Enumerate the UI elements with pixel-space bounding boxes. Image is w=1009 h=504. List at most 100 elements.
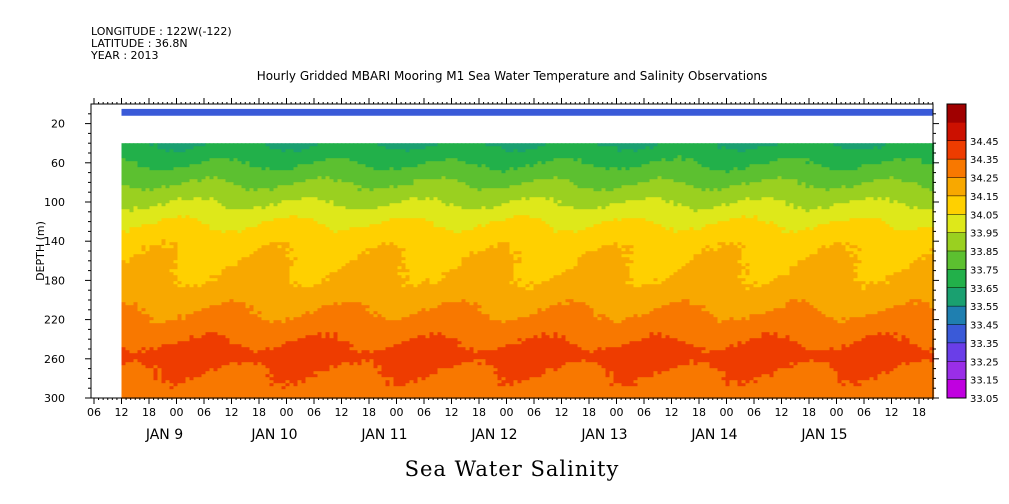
heat-cell [141,284,147,288]
heat-cell [213,257,219,261]
heat-cell [121,242,127,246]
heat-cell [201,338,207,342]
heat-cell [149,341,155,345]
heat-cell [157,365,163,369]
heat-cell [201,176,207,180]
heat-cell [137,281,143,285]
heat-cell [221,314,227,318]
heat-cell [237,200,243,204]
heat-cell [201,317,207,321]
heat-cell [209,341,215,345]
heat-cell [177,314,183,318]
heat-cell [181,371,187,375]
heat-cell [193,206,199,210]
heat-cell [153,167,159,171]
heat-cell [237,149,243,153]
heat-cell [225,392,231,396]
heat-cell [125,143,131,147]
heat-cell [165,206,171,210]
heat-cell [241,242,247,246]
heat-cell [153,206,159,210]
heat-cell [125,299,131,303]
heat-cell [121,266,127,270]
heat-cell [173,383,179,387]
heat-cell [241,311,247,315]
heat-cell [229,152,235,156]
heat-cell [237,287,243,291]
heat-cell [189,305,195,309]
heat-cell [201,287,207,291]
heat-cell [129,188,135,192]
heat-cell [221,335,227,339]
heat-cell [217,230,223,234]
heat-cell [161,173,167,177]
heat-cell [189,320,195,324]
heat-cell [209,176,215,180]
heat-cell [133,323,139,327]
heat-cell [189,221,195,225]
heat-cell [165,299,171,303]
heat-cell [245,188,251,192]
heat-cell [225,353,231,357]
heat-cell [249,266,255,270]
heat-cell [201,284,207,288]
heat-cell [221,368,227,372]
heat-cell [221,344,227,348]
heat-cell [229,395,235,399]
heat-cell [201,236,207,240]
heat-cell [137,149,143,153]
heat-cell [145,338,151,342]
heat-cell [121,272,127,276]
heat-cell [217,254,223,258]
heat-cell [189,272,195,276]
heat-cell [209,191,215,195]
heat-cell [241,392,247,396]
heat-cell [133,161,139,165]
heat-cell [169,374,175,378]
heat-cell [169,146,175,150]
heat-cell [237,281,243,285]
heat-cell [157,239,163,243]
heat-cell [177,350,183,354]
heat-cell [241,332,247,336]
heat-cell [169,284,175,288]
heat-cell [181,392,187,396]
heat-cell [205,305,211,309]
heat-cell [173,338,179,342]
heat-cell [137,254,143,258]
heat-cell [149,185,155,189]
heat-cell [201,230,207,234]
heat-cell [201,242,207,246]
heat-cell [201,179,207,183]
heat-cell [221,266,227,270]
heat-cell [161,248,167,252]
heat-cell [221,155,227,159]
heat-cell [201,275,207,279]
heat-cell [197,311,203,315]
heat-cell [145,314,151,318]
heat-cell [217,263,223,267]
heat-cell [237,269,243,273]
heat-cell [245,176,251,180]
heat-cell [201,290,207,294]
heat-cell [205,233,211,237]
heat-cell [213,215,219,219]
heat-cell [193,221,199,225]
heat-cell [249,152,255,156]
heat-cell [133,296,139,300]
heat-cell [121,245,127,249]
heat-cell [237,302,243,306]
heat-cell [161,206,167,210]
heat-cell [173,389,179,393]
heat-cell [173,197,179,201]
heat-cell [193,224,199,228]
heat-cell [245,293,251,297]
heat-cell [209,224,215,228]
heat-cell [169,143,175,147]
heat-cell [129,245,135,249]
heat-cell [241,386,247,390]
heat-cell [245,347,251,351]
heat-cell [197,254,203,258]
heat-cell [177,374,183,378]
heat-cell [141,152,147,156]
